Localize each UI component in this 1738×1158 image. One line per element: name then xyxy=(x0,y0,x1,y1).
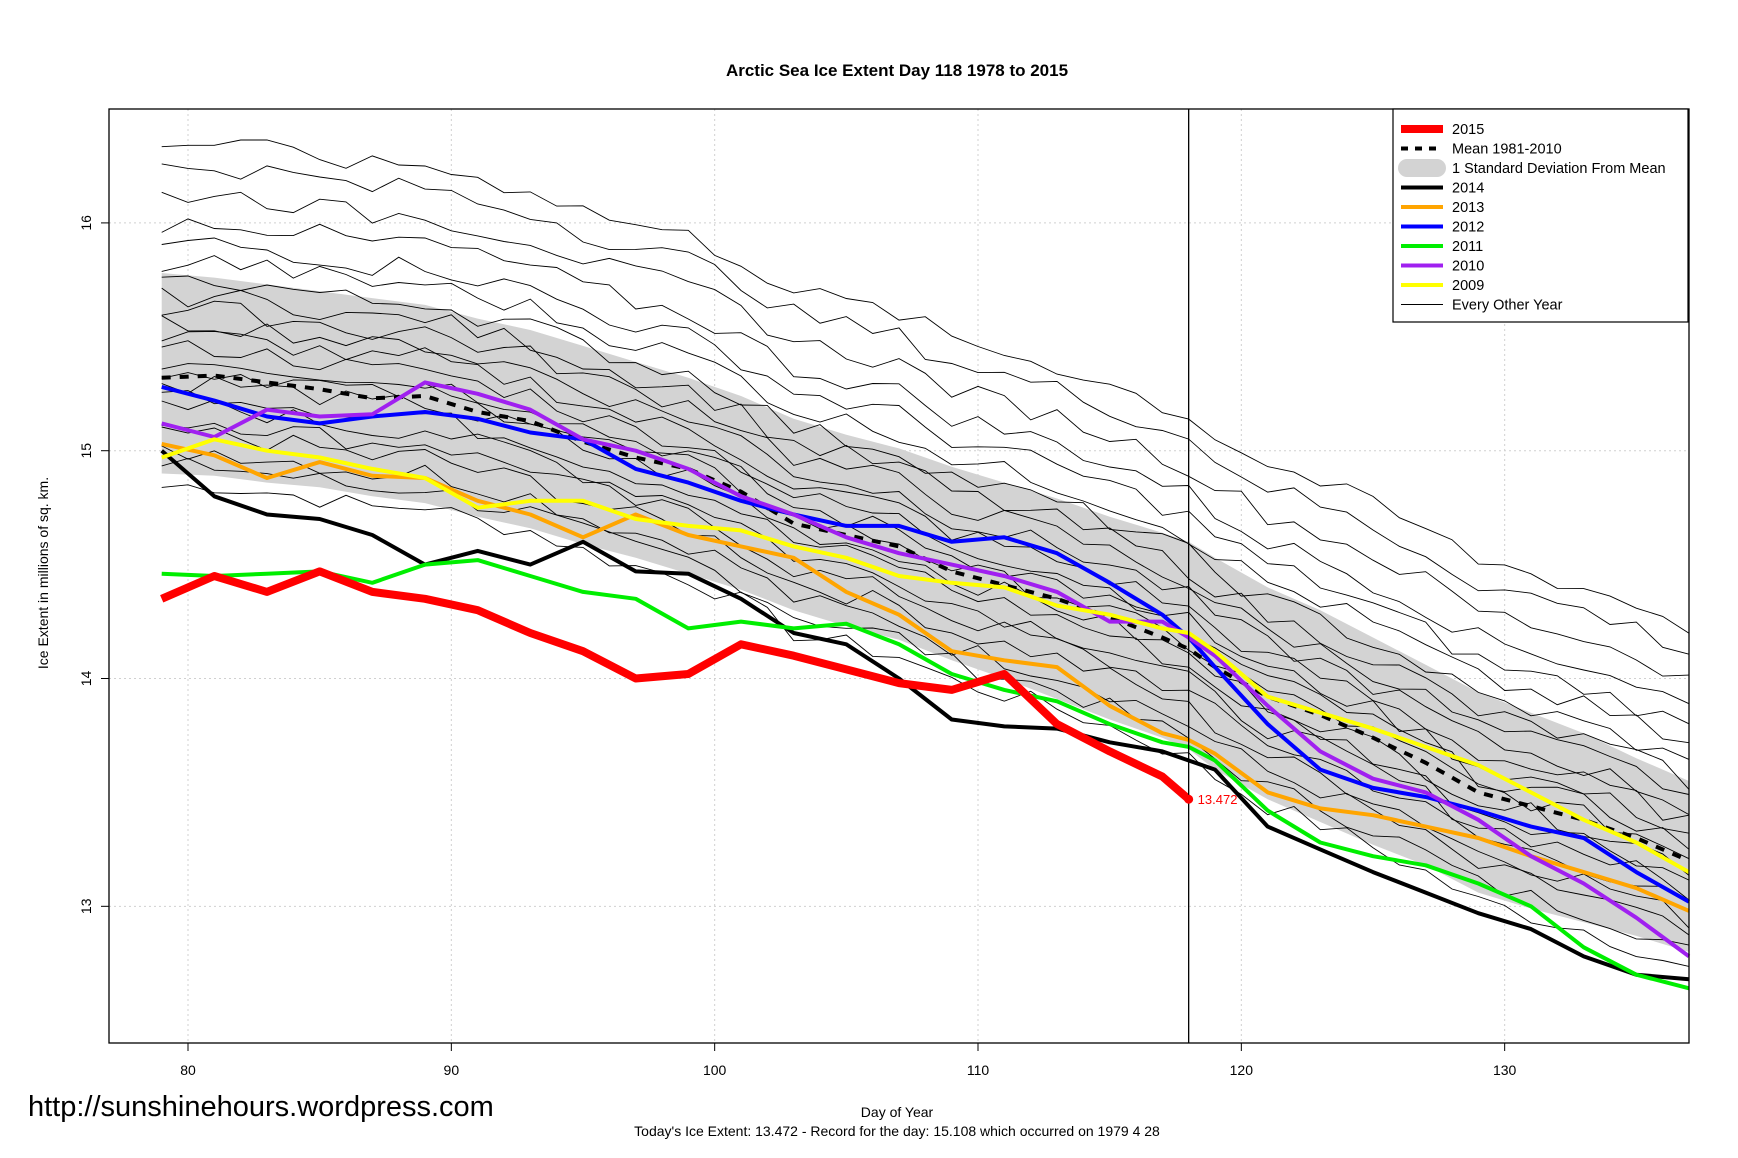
y-axis-label: Ice Extent in millions of sq. km. xyxy=(35,477,51,669)
y-axis: 13 14 15 16 xyxy=(78,215,109,914)
legend: 2015 Mean 1981-2010 1 Standard Deviation F… xyxy=(1392,108,1689,323)
legend-label: 2011 xyxy=(1452,239,1483,255)
x-tick-label: 100 xyxy=(703,1062,727,1078)
legend-item: 2010 xyxy=(1401,259,1484,275)
legend-label: 2013 xyxy=(1452,200,1484,216)
legend-item: 2012 xyxy=(1401,220,1484,236)
series-2012-line xyxy=(161,384,1690,904)
current-value-label: 13.472 xyxy=(1198,792,1238,807)
every-other-year-line xyxy=(161,275,1690,760)
x-axis-label: Day of Year xyxy=(861,1104,934,1120)
x-tick-label: 110 xyxy=(967,1062,990,1078)
x-tick-label: 80 xyxy=(180,1062,196,1078)
every-other-year-line xyxy=(161,255,1690,744)
legend-label: 2009 xyxy=(1452,278,1484,294)
every-other-year-line xyxy=(161,330,1690,821)
x-tick-label: 130 xyxy=(1493,1062,1517,1078)
y-tick-label: 15 xyxy=(78,443,94,459)
series-2015-line xyxy=(160,567,1192,803)
legend-item: Every Other Year xyxy=(1401,298,1563,314)
x-tick-label: 90 xyxy=(444,1062,460,1078)
every-other-year-line xyxy=(161,445,1690,936)
legend-item: 2009 xyxy=(1401,278,1484,294)
legend-label: 2015 xyxy=(1452,122,1484,138)
every-other-year-line xyxy=(161,458,1690,946)
chart-title: Arctic Sea Ice Extent Day 118 1978 to 20… xyxy=(726,61,1068,80)
legend-label: 2012 xyxy=(1452,220,1484,236)
every-other-year-line xyxy=(161,237,1690,725)
legend-label: 2010 xyxy=(1452,259,1484,275)
current-value-marker xyxy=(1184,794,1194,804)
plot-frame xyxy=(108,108,1690,1044)
watermark-url: http://sunshinehours.wordpress.com xyxy=(28,1091,494,1123)
legend-items: 2015 Mean 1981-2010 1 Standard Deviation F… xyxy=(1398,122,1666,314)
legend-item: 1 Standard Deviation From Mean xyxy=(1398,159,1666,177)
every-other-year-line xyxy=(161,191,1690,677)
every-other-year-line xyxy=(161,315,1690,815)
every-other-year-line xyxy=(161,426,1690,929)
legend-item: Mean 1981-2010 xyxy=(1401,142,1562,158)
series-layer xyxy=(160,380,1691,991)
footer-summary: Today's Ice Extent: 13.472 - Record for … xyxy=(634,1123,1160,1139)
legend-item: 2015 xyxy=(1401,122,1484,138)
legend-swatch xyxy=(1398,159,1446,177)
every-other-year-line xyxy=(161,484,1690,967)
y-tick-label: 14 xyxy=(78,671,94,687)
series-2009-line xyxy=(161,437,1690,874)
every-other-year-line xyxy=(161,422,1690,902)
every-other-year-line xyxy=(161,375,1690,876)
x-tick-label: 120 xyxy=(1230,1062,1254,1078)
legend-label: Every Other Year xyxy=(1452,298,1563,314)
y-tick-label: 13 xyxy=(78,898,94,914)
series-2011-line xyxy=(161,558,1690,991)
mean-1981-2010-line xyxy=(161,373,1690,863)
legend-item: 2011 xyxy=(1401,239,1483,255)
every-other-year-line xyxy=(161,163,1690,655)
every-other-year-line xyxy=(161,287,1690,790)
legend-item: 2014 xyxy=(1401,181,1484,197)
series-2010-line xyxy=(161,380,1691,959)
annotation-layer: 13.472 xyxy=(1184,792,1237,807)
legend-item: 2013 xyxy=(1401,200,1484,216)
x-axis: 80 90 100 110 120 130 xyxy=(180,1043,1517,1078)
std-deviation-band xyxy=(161,273,1690,952)
legend-label: 2014 xyxy=(1452,181,1484,197)
y-tick-label: 16 xyxy=(78,215,94,231)
legend-label: Mean 1981-2010 xyxy=(1452,142,1562,158)
every-other-year-line xyxy=(161,139,1690,634)
every-other-year-line xyxy=(161,300,1690,795)
every-other-year-line xyxy=(161,218,1690,705)
legend-label: 1 Standard Deviation From Mean xyxy=(1452,161,1666,177)
